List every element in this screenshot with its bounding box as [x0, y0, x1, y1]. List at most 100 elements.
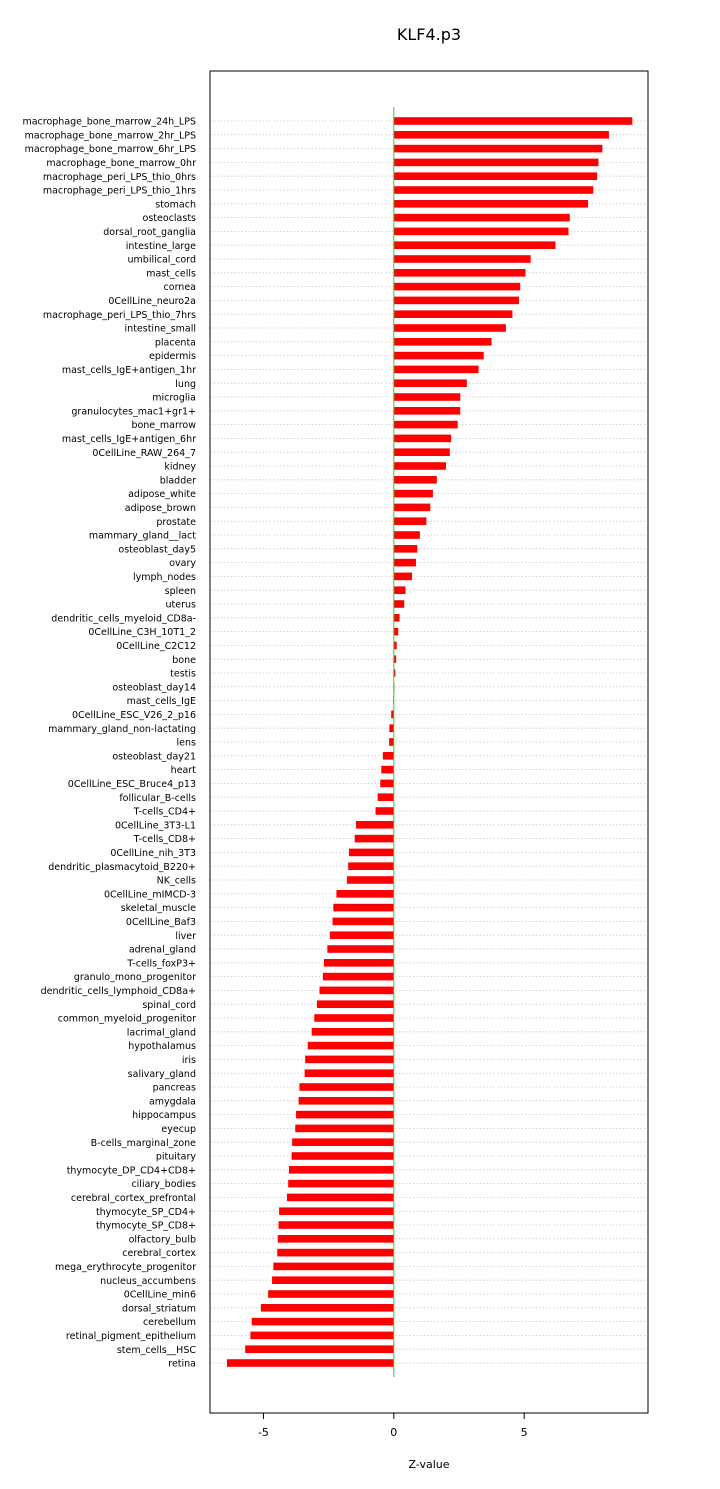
bar — [393, 462, 446, 470]
bar — [393, 655, 397, 663]
category-label: amygdala — [149, 1096, 196, 1107]
category-label: hypothalamus — [128, 1041, 196, 1052]
bar — [393, 379, 467, 387]
bar — [393, 269, 526, 277]
category-label: 0CellLine_3T3-L1 — [115, 820, 196, 831]
category-label: umbilical_cord — [128, 255, 196, 266]
category-label: intestine_small — [125, 324, 196, 335]
category-label: 0CellLine_C3H_10T1_2 — [88, 627, 196, 638]
category-label: dendritic_cells_myeloid_CD8a- — [51, 613, 196, 624]
category-label: spinal_cord — [142, 1000, 196, 1011]
bar — [389, 738, 394, 746]
bar — [278, 1221, 394, 1229]
bar — [393, 282, 521, 291]
bar — [393, 351, 484, 360]
bar — [346, 876, 394, 884]
category-label: macrophage_peri_LPS_thio_7hrs — [43, 310, 196, 321]
category-label: macrophage_bone_marrow_24h_LPS — [22, 117, 196, 128]
bar — [393, 517, 427, 525]
bar — [382, 752, 394, 760]
category-label: osteoclasts — [143, 213, 197, 224]
category-label: retina — [168, 1359, 196, 1370]
category-label: common_myeloid_progenitor — [58, 1014, 196, 1025]
category-label: 0CellLine_mIMCD-3 — [104, 889, 196, 900]
category-label: bladder — [160, 475, 196, 486]
category-label: dorsal_root_ganglia — [103, 227, 196, 238]
category-label: liver — [175, 931, 196, 942]
x-axis: -5 0 5 — [258, 1413, 528, 1439]
bar — [356, 821, 394, 829]
category-label: granulocytes_mac1+gr1+ — [71, 406, 196, 417]
bar — [304, 1069, 394, 1077]
category-label: pancreas — [153, 1083, 196, 1094]
bar — [377, 793, 394, 801]
bar — [273, 1262, 394, 1271]
bar — [311, 1028, 394, 1036]
category-label: intestine_large — [126, 241, 196, 252]
bar — [296, 1110, 394, 1119]
bar — [393, 503, 431, 512]
category-label: osteoblast_day21 — [112, 751, 196, 762]
category-label: microglia — [152, 393, 196, 404]
bar — [226, 1359, 394, 1367]
category-label: granulo_mono_progenitor — [74, 972, 196, 983]
bar — [332, 917, 394, 926]
bar — [305, 1055, 394, 1064]
category-label: salivary_gland — [128, 1069, 196, 1080]
bar — [393, 200, 589, 208]
bar — [393, 393, 461, 401]
category-label: NK_cells — [157, 876, 196, 887]
bar — [393, 144, 603, 153]
category-label: bone_marrow — [131, 420, 196, 431]
category-label: olfactory_bulb — [129, 1234, 196, 1245]
category-label: adipose_white — [128, 489, 196, 500]
category-label: mast_cells_IgE — [127, 696, 196, 707]
bar — [393, 434, 452, 443]
plot-frame — [209, 70, 649, 1414]
bar — [393, 572, 413, 581]
bar — [393, 186, 594, 194]
category-label: B-cells_marginal_zone — [91, 1138, 197, 1149]
category-label: stomach — [155, 199, 196, 210]
bar — [393, 531, 420, 539]
bar — [354, 834, 394, 843]
category-label: eyecup — [161, 1124, 196, 1135]
category-label: macrophage_peri_LPS_thio_0hrs — [43, 172, 196, 183]
x-axis-label: Z-value — [408, 1458, 449, 1471]
category-label: hippocampus — [132, 1110, 196, 1121]
category-label: T-cells_CD8+ — [133, 834, 196, 845]
bar — [250, 1331, 394, 1340]
category-label: follicular_B-cells — [119, 793, 196, 804]
bar — [393, 407, 461, 415]
bar — [288, 1166, 394, 1174]
category-label: osteoblast_day5 — [118, 544, 196, 555]
category-label: spleen — [165, 586, 196, 597]
category-label: macrophage_bone_marrow_2hr_LPS — [25, 130, 196, 141]
bar — [336, 890, 394, 898]
category-label: thymocyte_SP_CD4+ — [96, 1207, 196, 1218]
bar — [393, 338, 492, 346]
x-tick-label: -5 — [258, 1426, 269, 1439]
category-label: mammary_gland_non-lactating — [48, 724, 196, 735]
category-label: 0CellLine_ESC_V26_2_p16 — [72, 710, 196, 721]
bar — [268, 1290, 394, 1298]
bar — [393, 600, 405, 608]
category-label: dorsal_striatum — [122, 1303, 196, 1314]
category-label: cerebral_cortex_prefrontal — [71, 1193, 196, 1204]
bar — [323, 959, 394, 967]
category-label: T-cells_CD4+ — [133, 807, 196, 818]
bar — [393, 476, 437, 484]
bar — [251, 1317, 394, 1326]
category-label: heart — [171, 765, 197, 776]
category-label: lens — [177, 738, 197, 749]
category-label: osteoblast_day14 — [112, 682, 196, 693]
bar — [393, 365, 479, 374]
category-label: lung — [175, 379, 196, 390]
bar — [291, 1152, 394, 1160]
x-tick-label: 0 — [390, 1426, 397, 1439]
category-label: kidney — [164, 462, 196, 473]
bar — [299, 1083, 394, 1091]
bar — [393, 172, 598, 180]
bar — [292, 1138, 394, 1146]
